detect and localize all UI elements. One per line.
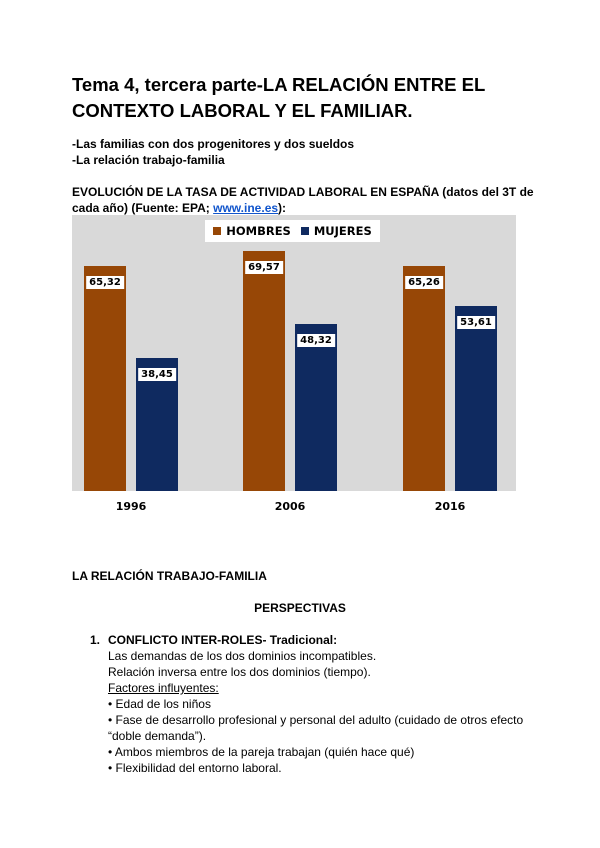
legend-swatch (213, 227, 222, 235)
legend-label: MUJERES (313, 224, 372, 238)
data-label: 65,32 (86, 275, 124, 289)
bar-hombres-1996 (84, 265, 126, 491)
bar-mujeres-2016 (455, 306, 497, 491)
subtopic: -La relación trabajo-familia (72, 153, 225, 167)
data-label: 53,61 (457, 316, 495, 330)
section-title: LA RELACIÓN TRABAJO-FAMILIA (72, 569, 267, 583)
x-tick-label: 2006 (274, 500, 306, 513)
x-tick-label: 1996 (115, 500, 147, 513)
item-number: 1. (90, 633, 101, 647)
data-label: 38,45 (138, 368, 176, 382)
legend-hombres: HOMBRES (213, 224, 291, 238)
subtopic: -Las familias con dos progenitores y dos… (72, 137, 355, 151)
ine-link[interactable]: www.ine.es (213, 201, 279, 215)
bar-hombres-2016 (403, 265, 445, 491)
item1-line: Las demandas de los dos dominios incompa… (108, 649, 377, 663)
bar-mujeres-2006 (295, 324, 337, 491)
legend-mujeres: MUJERES (300, 224, 372, 238)
factor-bullet: • Ambos miembros de la pareja trabajan (… (108, 745, 415, 759)
item1-heading: CONFLICTO INTER-ROLES- Tradicional: (108, 633, 338, 647)
chart-legend: HOMBRES MUJERES (205, 220, 380, 242)
caption-text: EVOLUCIÓN DE LA TASA DE ACTIVIDAD LABORA… (72, 185, 534, 215)
legend-label: HOMBRES (226, 224, 291, 238)
data-label: 69,57 (245, 260, 283, 274)
chart-caption: EVOLUCIÓN DE LA TASA DE ACTIVIDAD LABORA… (72, 184, 542, 216)
bar-chart: HOMBRES MUJERES 65,32 38,45 69,57 48,32 65,2… (72, 215, 516, 491)
factors-label: Factores influyentes: (108, 681, 219, 695)
page-title: Tema 4, tercera parte-LA RELACIÓN ENTRE … (72, 74, 485, 121)
item1-line: Relación inversa entre los dos dominios … (108, 665, 371, 679)
bar-hombres-2006 (243, 250, 285, 491)
item1-body: CONFLICTO INTER-ROLES- Tradicional: Las … (108, 632, 548, 776)
x-tick-label: 2016 (434, 500, 466, 513)
legend-swatch (300, 227, 309, 235)
data-label: 65,26 (405, 275, 443, 289)
factor-bullet: • Flexibilidad del entorno laboral. (108, 761, 282, 775)
factor-bullet: • Edad de los niños (108, 697, 211, 711)
perspectivas-heading: PERSPECTIVAS (254, 601, 346, 615)
factor-bullet: • Fase de desarrollo profesional y perso… (108, 713, 524, 743)
data-label: 48,32 (297, 334, 335, 348)
caption-end: ): (278, 201, 287, 215)
